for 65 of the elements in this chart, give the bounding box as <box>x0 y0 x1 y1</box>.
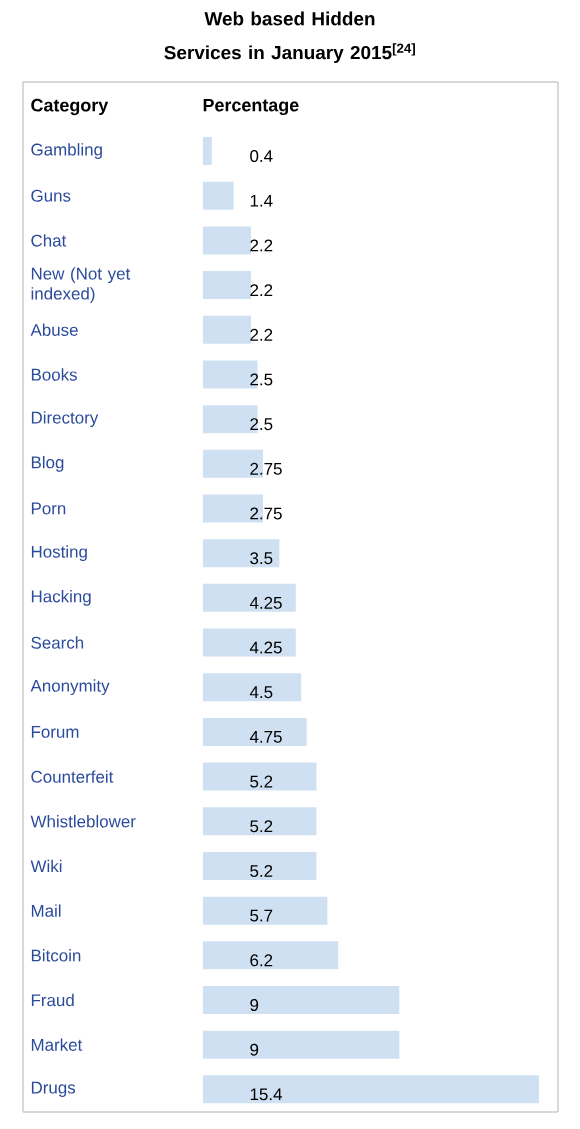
data-label: 4.75 <box>249 730 282 743</box>
bar <box>203 762 317 791</box>
y-tick-label: Directory <box>31 411 99 428</box>
chart-title: Web based Hidden Services in January 2015$^{[24]}$ <box>164 11 415 64</box>
y-tick-label: Forum <box>31 725 79 738</box>
y-tick-label: Market <box>31 1038 83 1051</box>
y-tick-label: Anonymity <box>30 679 110 696</box>
y-tick-label: Wiki <box>30 859 62 873</box>
bar <box>203 271 251 300</box>
y-tick-label: Fraud <box>31 993 74 1007</box>
bar <box>203 226 251 255</box>
y-tick-label: Guns <box>31 189 71 202</box>
data-label: 4.25 <box>249 641 282 654</box>
data-label: 2.75 <box>250 507 282 520</box>
data-label: 1.4 <box>250 194 273 207</box>
data-label: 2.2 <box>250 239 273 252</box>
y-tick-label: Whistleblower <box>30 815 136 828</box>
data-label: 4.25 <box>249 596 282 609</box>
y-tick-label: Hosting <box>31 545 87 562</box>
data-label: 0.4 <box>250 150 273 163</box>
bar <box>203 896 328 925</box>
data-label: 9 <box>250 1043 259 1056</box>
bar <box>203 807 317 836</box>
bar <box>203 1075 539 1104</box>
bar <box>203 315 251 344</box>
y-tick-label: Counterfeit <box>31 770 114 783</box>
bar <box>203 539 280 568</box>
y-tick-label: Books <box>31 368 77 381</box>
y-tick-label: New (Not yet indexed) <box>31 267 131 303</box>
data-label: 5.2 <box>250 864 273 877</box>
y-tick-label: Bitcoin <box>31 949 81 962</box>
bar <box>203 986 400 1014</box>
bar <box>203 1030 400 1059</box>
bar <box>203 717 307 746</box>
data-label: 2.2 <box>250 328 273 341</box>
data-label: 5.7 <box>250 909 273 922</box>
text: Category <box>31 98 109 116</box>
data-label: 4.5 <box>249 686 273 699</box>
bar <box>203 583 296 612</box>
y-tick-label: Mail <box>31 904 61 917</box>
bar <box>203 851 317 880</box>
data-label: 6.2 <box>250 954 273 967</box>
data-label: 2.5 <box>250 418 273 431</box>
bar <box>203 628 296 657</box>
bar <box>203 137 212 166</box>
y-tick-label: Drugs <box>31 1081 76 1097</box>
bar <box>203 673 302 702</box>
data-label: 5.2 <box>250 775 273 788</box>
y-tick-label: Hacking <box>31 589 91 606</box>
y-tick-label: Gambling <box>31 143 102 159</box>
bar <box>203 941 339 970</box>
y-tick-label: Search <box>31 636 84 649</box>
data-label: 2.2 <box>250 284 273 296</box>
y-tick-label: Porn <box>31 502 66 515</box>
y-tick-label: Blog <box>31 455 64 472</box>
data-label: 9 <box>250 999 259 1011</box>
data-label: 3.5 <box>250 552 273 565</box>
data-label: 2.5 <box>250 373 273 386</box>
data-label: 2.75 <box>250 462 282 475</box>
data-label: 5.2 <box>250 820 273 833</box>
data-label: 15.4 <box>250 1088 282 1101</box>
text: Percentage <box>203 98 299 116</box>
y-tick-label: Chat <box>31 234 67 247</box>
bar <box>203 181 234 210</box>
y-tick-label: Abuse <box>30 323 78 336</box>
